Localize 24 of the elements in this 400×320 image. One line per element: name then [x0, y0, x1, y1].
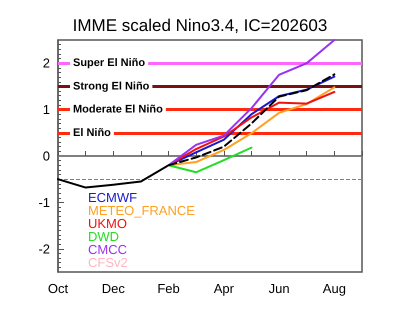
ref-line-label: El Niño	[73, 126, 112, 139]
chart-title: IMME scaled Nino3.4, IC=202603	[72, 16, 328, 35]
y-tick-label: -2	[38, 241, 50, 256]
line-series	[168, 146, 252, 174]
text: METEO_FRANCE	[88, 203, 196, 218]
y-tick-label: -1	[38, 194, 50, 210]
y-tick-label: 1	[42, 102, 50, 118]
text: DWD	[88, 229, 120, 244]
ref-line-label: Strong El Niño	[73, 80, 150, 92]
x-tick-label: Oct	[48, 281, 68, 296]
text: UKMO	[88, 216, 127, 231]
line-series	[168, 39, 336, 166]
text: CMCC	[88, 242, 127, 257]
x-tick-label: Jun	[268, 281, 290, 296]
y-tick-label: 2	[42, 56, 50, 71]
x-tick-label: Feb	[157, 281, 180, 296]
legend-label: CFSv2	[88, 255, 128, 270]
ref-line-label: Moderate El Niño	[73, 104, 164, 116]
x-tick-label: Apr	[214, 281, 235, 296]
text: ECMWF	[88, 190, 138, 205]
x-tick-label: Aug	[322, 281, 346, 296]
x-tick-label: Dec	[102, 281, 126, 296]
ref-line-label: Super El Niño	[73, 57, 146, 70]
y-tick-label: 0	[42, 148, 50, 164]
